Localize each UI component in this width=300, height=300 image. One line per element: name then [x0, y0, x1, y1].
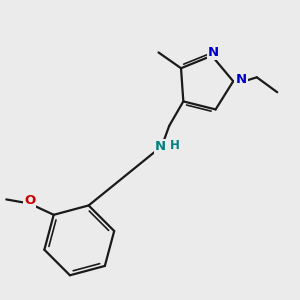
- Text: O: O: [24, 194, 35, 207]
- Text: N: N: [236, 73, 247, 86]
- Text: N: N: [208, 46, 219, 59]
- Text: N: N: [155, 140, 166, 153]
- Text: H: H: [169, 139, 179, 152]
